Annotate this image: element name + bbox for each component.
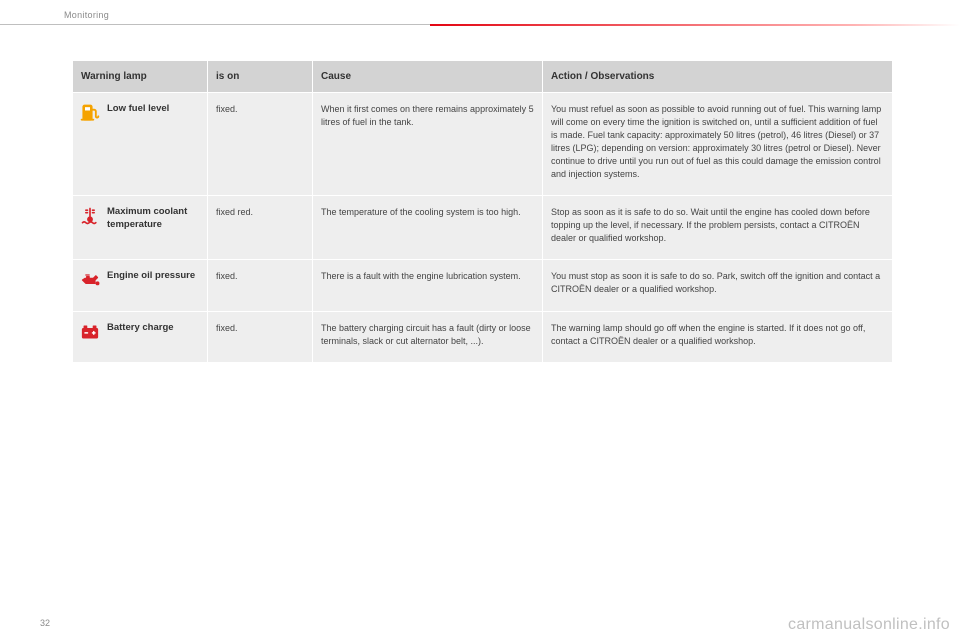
col-cause: Cause [313,61,543,93]
lamp-name: Battery charge [107,322,174,342]
lamp-cell: Engine oil pressure [73,260,208,311]
table-row: Low fuel level fixed. When it first come… [73,93,893,196]
cell-action: Stop as soon as it is safe to do so. Wai… [543,196,893,260]
fuel-icon [79,103,101,123]
section-label: Monitoring [64,10,109,20]
cell-action: You must stop as soon it is safe to do s… [543,260,893,311]
cell-is-on: fixed. [208,260,313,311]
cell-is-on: fixed. [208,311,313,362]
table-header-row: Warning lamp is on Cause Action / Observ… [73,61,893,93]
oil-pressure-icon [79,270,101,290]
cell-cause: The temperature of the cooling system is… [313,196,543,260]
cell-action: The warning lamp should go off when the … [543,311,893,362]
watermark: carmanualsonline.info [788,616,950,634]
cell-cause: There is a fault with the engine lubrica… [313,260,543,311]
lamp-name: Engine oil pressure [107,270,195,290]
table-row: Maximum coolant temperature fixed red. T… [73,196,893,260]
col-is-on: is on [208,61,313,93]
cell-action: You must refuel as soon as possible to a… [543,93,893,196]
top-rule [0,24,960,26]
lamp-name: Maximum coolant temperature [107,206,199,231]
warning-lamp-table: Warning lamp is on Cause Action / Observ… [72,60,893,363]
col-action: Action / Observations [543,61,893,93]
table-row: Battery charge fixed. The battery chargi… [73,311,893,362]
cell-is-on: fixed red. [208,196,313,260]
battery-icon [79,322,101,342]
rule-gray [0,24,430,25]
rule-red [430,24,960,26]
lamp-name: Low fuel level [107,103,169,123]
table-row: Engine oil pressure fixed. There is a fa… [73,260,893,311]
coolant-temperature-icon [79,206,101,231]
cell-cause: The battery charging circuit has a fault… [313,311,543,362]
page: Monitoring Warning lamp is on Cause Acti… [0,0,960,640]
lamp-cell: Low fuel level [73,93,208,196]
col-warning-lamp: Warning lamp [73,61,208,93]
page-number: 32 [40,618,50,628]
cell-cause: When it first comes on there remains app… [313,93,543,196]
cell-is-on: fixed. [208,93,313,196]
lamp-cell: Maximum coolant temperature [73,196,208,260]
lamp-cell: Battery charge [73,311,208,362]
